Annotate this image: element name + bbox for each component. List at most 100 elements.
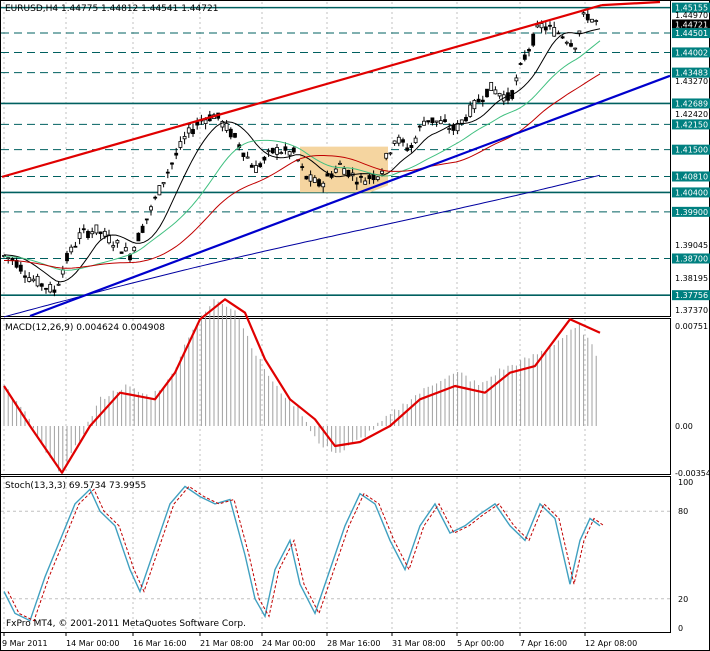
stoch-scale-label: 100 xyxy=(678,478,693,487)
candle-body xyxy=(241,152,246,157)
price-tag-bg xyxy=(672,98,710,109)
candle-body xyxy=(426,120,431,123)
price-scale-label: 1.41500 xyxy=(675,146,708,155)
candle-body xyxy=(405,147,410,151)
candle-body xyxy=(581,12,586,15)
candle-body xyxy=(258,163,263,168)
candle-body xyxy=(178,141,183,148)
macd-scale-label: -0.00354 xyxy=(675,469,710,478)
candle-body xyxy=(249,164,254,168)
price-tag-bg xyxy=(672,171,710,182)
price-scale-label: 1.39045 xyxy=(675,241,708,250)
candle-body xyxy=(195,121,200,126)
price-scale-label: 1.44970 xyxy=(675,11,708,20)
candle-body xyxy=(157,185,162,196)
candle-body xyxy=(308,174,313,182)
candle-body xyxy=(476,98,481,103)
candle-body xyxy=(191,128,195,135)
price-scale-label: 1.44501 xyxy=(675,29,708,38)
ma-long-line xyxy=(3,174,601,318)
price-panel[interactable] xyxy=(0,0,671,317)
price-scale-label: 1.43270 xyxy=(675,77,708,86)
candle-body xyxy=(485,88,489,98)
time-axis-label: 14 Mar 00:00 xyxy=(66,639,119,648)
price-scale-label: 1.45155 xyxy=(675,4,708,13)
candle-body xyxy=(367,175,372,180)
candle-body xyxy=(10,257,15,261)
candle-body xyxy=(430,117,435,124)
candle-body xyxy=(224,123,229,131)
candle-body xyxy=(18,264,23,272)
stoch-main-line xyxy=(3,485,601,622)
candle-body xyxy=(228,128,233,138)
candle-body xyxy=(132,246,137,252)
macd-panel-content xyxy=(3,298,601,474)
candle-body xyxy=(23,275,27,278)
candle-body xyxy=(149,206,153,211)
candle-body xyxy=(443,119,447,122)
candle-body xyxy=(107,234,111,244)
candle-body xyxy=(531,33,536,46)
stoch-scale-label: 80 xyxy=(678,507,688,516)
candle-body xyxy=(363,180,368,185)
candle-body xyxy=(39,283,44,287)
candle-body xyxy=(321,182,326,188)
stoch-panel-content xyxy=(1,477,670,632)
price-scale-label: 1.44721 xyxy=(675,21,708,30)
candle-body xyxy=(233,133,237,138)
candle-body xyxy=(6,257,11,260)
candle-body xyxy=(270,147,275,154)
candle-body xyxy=(161,182,166,185)
candle-body xyxy=(333,168,338,173)
candle-body xyxy=(518,63,523,65)
candle-body xyxy=(98,231,103,235)
price-tag-bg xyxy=(672,67,710,78)
candle-body xyxy=(417,125,422,128)
candle-body xyxy=(539,23,544,29)
candle-body xyxy=(480,99,485,102)
stoch-scale-label: 0 xyxy=(678,624,683,633)
candle-body xyxy=(203,119,208,124)
candle-body xyxy=(384,152,389,159)
candle-body xyxy=(434,120,439,123)
price-scale-label: 1.37756 xyxy=(675,291,708,300)
price-scale-label: 1.40810 xyxy=(675,172,708,181)
candle-body xyxy=(413,137,418,144)
candle-body xyxy=(552,27,557,37)
time-axis: 9 Mar 2011 14 Mar 00:00 16 Mar 16:00 21 Mar… xyxy=(2,632,637,648)
candle-body xyxy=(354,181,359,185)
blue-trend-line xyxy=(29,74,671,318)
price-tag-bg xyxy=(672,187,710,198)
candle-body xyxy=(543,26,548,31)
candle-body xyxy=(56,283,61,286)
candle-body xyxy=(527,49,531,52)
candle-body xyxy=(464,116,468,122)
stoch-title: Stoch(13,3,3) 69.5734 73.9955 xyxy=(5,481,146,491)
candle-body xyxy=(153,196,158,199)
time-axis-label: 5 Apr 00:00 xyxy=(457,639,504,648)
candle-body xyxy=(44,287,48,290)
macd-scale-label: 0.00751 xyxy=(675,322,708,331)
candle-body xyxy=(569,43,573,47)
candle-body xyxy=(577,30,582,34)
candle-body xyxy=(35,275,40,287)
candle-body xyxy=(115,240,120,244)
candle-body xyxy=(564,41,569,44)
ma-slow-line xyxy=(4,73,601,269)
candle-body xyxy=(140,225,145,233)
price-tag-bg xyxy=(672,47,710,58)
candle-body xyxy=(594,20,599,22)
candle-body xyxy=(522,54,527,60)
candle-body xyxy=(312,177,317,183)
candle-body xyxy=(371,173,376,181)
candle-body xyxy=(300,166,305,168)
candle-body xyxy=(31,278,36,282)
time-axis-label: 16 Mar 16:00 xyxy=(133,639,186,648)
candle-body xyxy=(245,156,250,159)
ma-medium-line xyxy=(3,40,601,271)
price-tag-bg xyxy=(672,119,710,130)
candle-body xyxy=(27,277,32,282)
price-tag-bg xyxy=(672,2,710,13)
